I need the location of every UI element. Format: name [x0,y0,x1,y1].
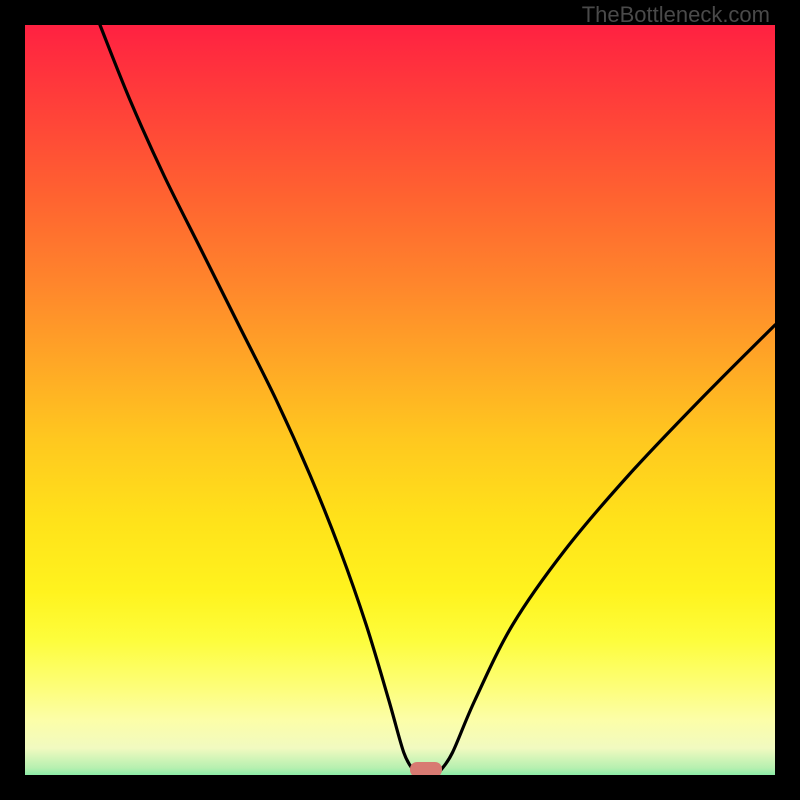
plot-border [0,0,800,800]
chart-stage: TheBottleneck.com [0,0,800,800]
watermark-text: TheBottleneck.com [582,2,770,28]
